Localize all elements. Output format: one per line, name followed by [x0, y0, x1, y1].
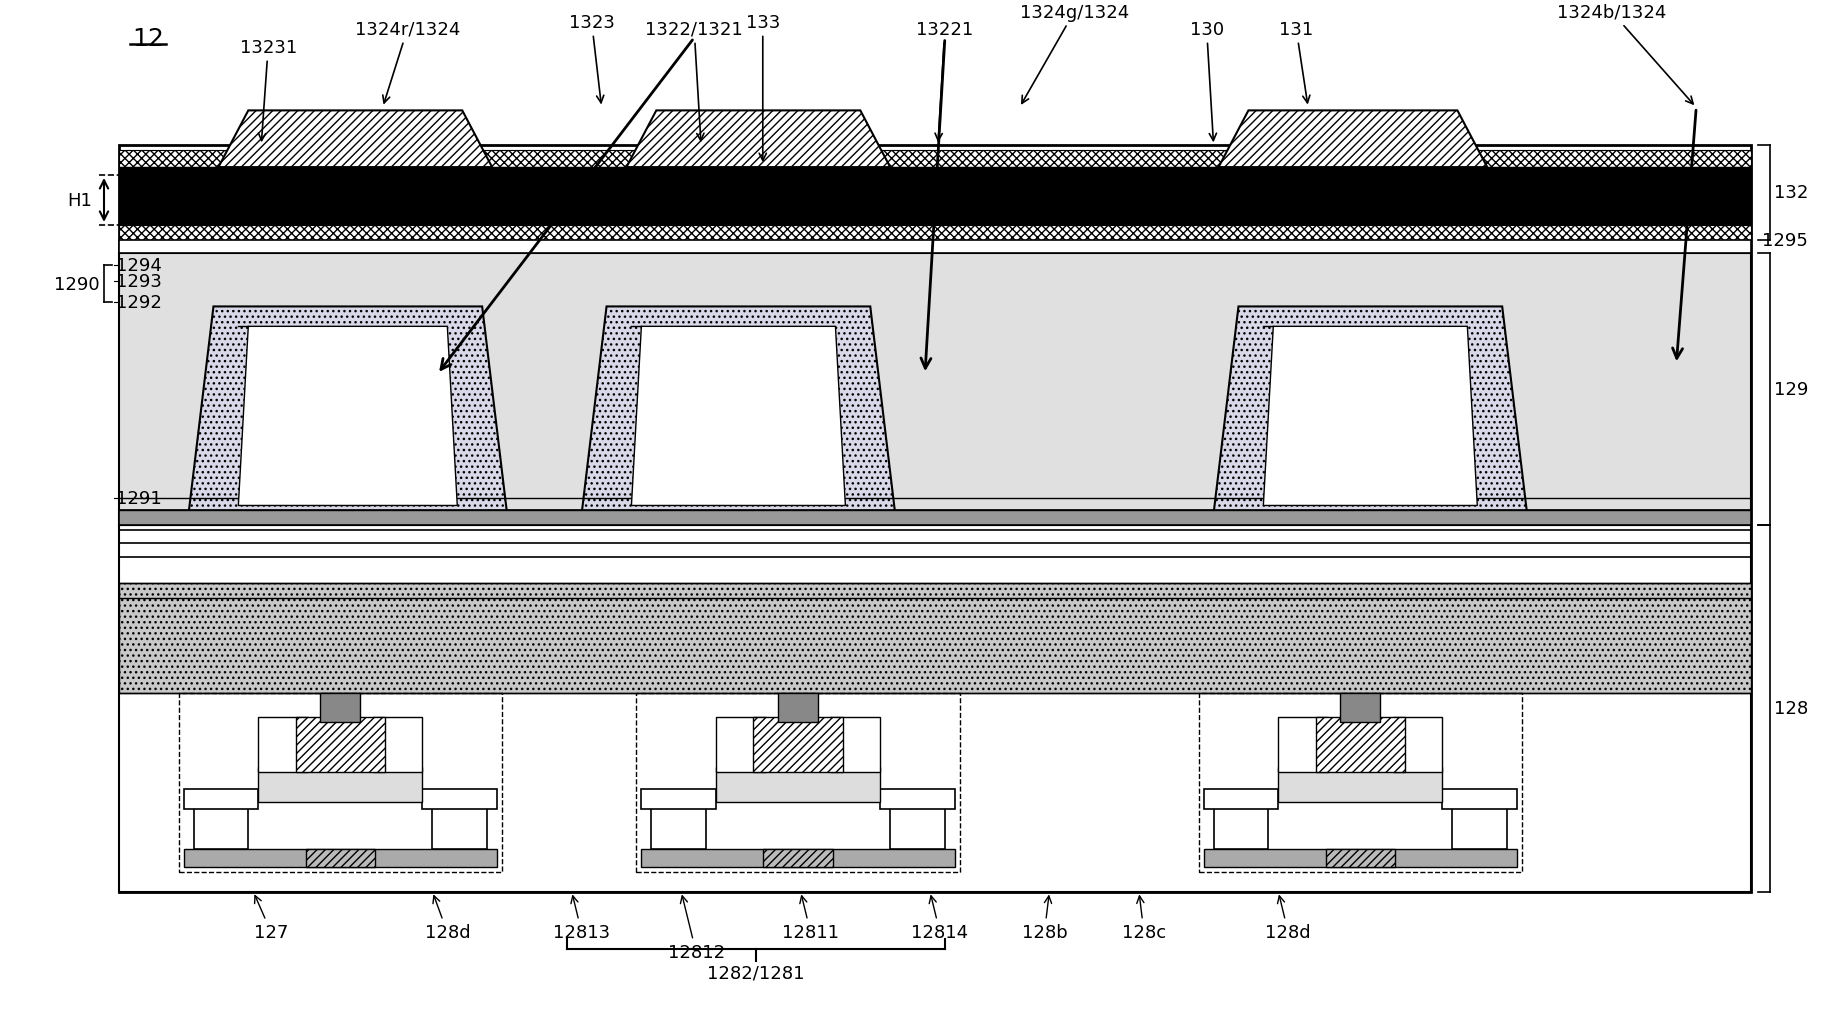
Text: 1295: 1295	[1761, 232, 1807, 250]
Bar	[183, 849, 497, 866]
Text: 1290: 1290	[54, 275, 100, 293]
Text: 1294: 1294	[116, 257, 163, 274]
Bar	[650, 804, 706, 849]
Bar	[320, 693, 360, 723]
Bar	[641, 849, 954, 866]
Polygon shape	[218, 111, 492, 168]
Polygon shape	[238, 327, 456, 506]
Bar	[1316, 718, 1404, 772]
Text: 1323: 1323	[569, 14, 614, 104]
Bar	[118, 254, 1750, 526]
Text: 13221: 13221	[917, 20, 974, 142]
Text: 12811: 12811	[782, 896, 839, 941]
Text: 128d: 128d	[425, 896, 469, 941]
Text: 13231: 13231	[240, 38, 298, 142]
Polygon shape	[630, 327, 845, 506]
Bar	[118, 151, 1750, 168]
Text: 128c: 128c	[1122, 896, 1166, 941]
Bar	[179, 693, 503, 871]
Text: H1: H1	[67, 192, 92, 209]
Text: 1292: 1292	[116, 294, 163, 312]
Text: 1282/1281: 1282/1281	[706, 963, 804, 982]
Text: 1293: 1293	[116, 272, 163, 290]
Bar	[218, 168, 492, 225]
Polygon shape	[1218, 111, 1486, 168]
Text: 127: 127	[253, 896, 288, 941]
Bar	[373, 718, 421, 772]
Text: 12: 12	[131, 26, 164, 51]
Bar	[118, 526, 1750, 892]
Bar	[1441, 790, 1517, 809]
Bar	[118, 225, 1750, 241]
Bar	[626, 168, 889, 225]
Bar	[118, 168, 1750, 225]
Text: 12813: 12813	[553, 896, 610, 941]
Bar	[889, 804, 944, 849]
Polygon shape	[188, 307, 506, 514]
Bar	[118, 146, 1750, 892]
Bar	[421, 790, 497, 809]
Text: 1291: 1291	[116, 489, 161, 507]
Bar	[1392, 718, 1441, 772]
Polygon shape	[582, 307, 894, 514]
Bar	[715, 767, 880, 802]
Text: 129: 129	[1772, 381, 1807, 398]
Text: 1324b/1324: 1324b/1324	[1556, 4, 1693, 105]
Bar	[636, 693, 959, 871]
Bar	[641, 790, 715, 809]
Bar	[296, 718, 384, 772]
Bar	[1325, 849, 1395, 866]
Bar	[183, 790, 259, 809]
Bar	[1212, 168, 1491, 225]
Bar	[118, 511, 1750, 526]
Bar	[1198, 693, 1521, 871]
Text: 130: 130	[1188, 20, 1223, 142]
Polygon shape	[1262, 327, 1477, 506]
Bar	[1218, 168, 1486, 225]
Bar	[763, 849, 832, 866]
Text: 1324g/1324: 1324g/1324	[1018, 4, 1129, 104]
Bar	[259, 718, 309, 772]
Bar	[1212, 804, 1268, 849]
Text: 132: 132	[1772, 184, 1807, 202]
Bar	[432, 804, 486, 849]
Text: 133: 133	[745, 14, 780, 162]
Bar	[118, 241, 1750, 254]
Bar	[194, 804, 248, 849]
Bar	[118, 583, 1750, 693]
Text: 128: 128	[1772, 700, 1807, 718]
Bar	[305, 849, 375, 866]
Text: 12814: 12814	[911, 896, 968, 941]
Bar	[1277, 718, 1327, 772]
Bar	[213, 168, 497, 225]
Bar	[1203, 849, 1517, 866]
Bar	[715, 718, 765, 772]
Bar	[1277, 767, 1441, 802]
Text: 12812: 12812	[667, 896, 724, 961]
Text: 131: 131	[1279, 20, 1312, 104]
Polygon shape	[1212, 307, 1526, 514]
Bar	[1340, 693, 1379, 723]
Text: 128d: 128d	[1264, 896, 1310, 941]
Bar	[778, 693, 817, 723]
Bar	[830, 718, 880, 772]
Bar	[621, 168, 894, 225]
Text: 128b: 128b	[1020, 896, 1066, 941]
Bar	[1203, 790, 1277, 809]
Bar	[880, 790, 954, 809]
Bar	[1453, 804, 1506, 849]
Bar	[752, 718, 843, 772]
Text: 1324r/1324: 1324r/1324	[355, 20, 460, 104]
Polygon shape	[626, 111, 889, 168]
Text: 1322/1321: 1322/1321	[645, 20, 743, 142]
Bar	[259, 767, 421, 802]
